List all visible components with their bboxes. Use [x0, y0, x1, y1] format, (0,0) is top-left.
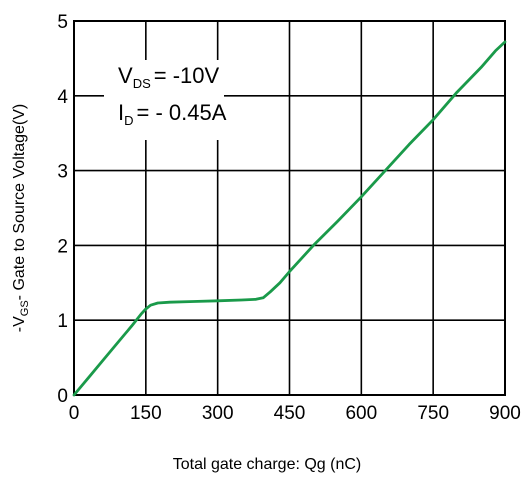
y-tick-label: 5	[57, 12, 68, 33]
x-tick-label: 150	[130, 403, 162, 424]
y-axis-title: -VGS- Gate to Source Voltage(V)	[11, 104, 31, 332]
plot-border	[73, 20, 506, 396]
x-tick-label: 0	[69, 403, 80, 424]
x-tick-label: 300	[202, 403, 234, 424]
annotation-id: ID = - 0.45A	[118, 100, 227, 128]
x-axis-title: Total gate charge: Qg (nC)	[173, 456, 362, 473]
y-tick-labels: 0 1 2 3 4 5	[57, 12, 68, 407]
series-group	[72, 40, 507, 397]
x-tick-labels: 0 150 300 450 600 750 900	[69, 403, 521, 424]
y-tick-label: 2	[57, 236, 68, 257]
annotation-box: VDS = -10V ID = - 0.45A	[104, 60, 227, 140]
x-tick-label: 900	[489, 403, 521, 424]
y-tick-label: 1	[57, 311, 68, 332]
x-tick-label: 600	[345, 403, 377, 424]
x-tick-label: 750	[417, 403, 449, 424]
y-tick-label: 3	[57, 162, 68, 183]
x-tick-label: 450	[274, 403, 306, 424]
annotation-vds: VDS = -10V	[118, 63, 220, 91]
y-tick-label: 4	[57, 87, 68, 108]
vgs-curve	[72, 40, 507, 397]
grid	[73, 20, 506, 396]
y-tick-label: 0	[57, 386, 68, 407]
